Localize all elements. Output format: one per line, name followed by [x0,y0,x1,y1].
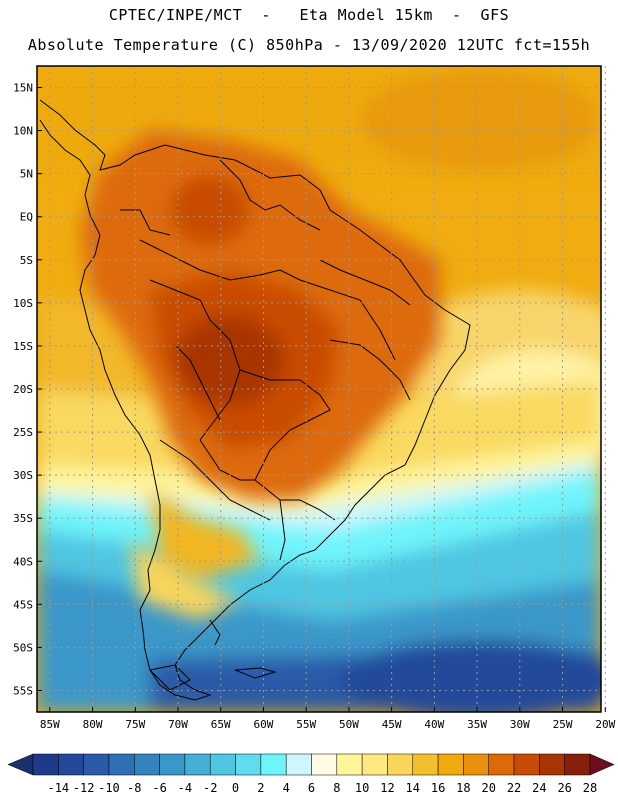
lat-label: 15N [13,82,33,95]
lon-label: 65W [211,718,231,731]
colorbar: -14 -12 -10 -8 -6 -4 -2 0 2 4 6 8 10 12 14 16 18 20 22 24 26… [7,753,615,795]
lon-label: 30W [510,718,530,731]
lon-label: 75W [125,718,145,731]
lat-lon-grid [37,66,606,712]
colorbar-right-arrow [589,753,615,776]
lat-label: 40S [13,555,33,568]
lat-label: 45S [13,598,33,611]
colorbar-label: 20 [482,781,496,795]
colorbar-box [412,753,439,776]
lat-label: 35S [13,512,33,525]
lon-label: 50W [339,718,359,731]
colorbar-label: -8 [127,781,141,795]
colorbar-box [285,753,312,776]
colorbar-label: 2 [257,781,264,795]
colorbar-label: 0 [232,781,239,795]
lon-label: 45W [382,718,402,731]
lat-label: 20S [13,383,33,396]
colorbar-label: 10 [355,781,369,795]
colorbar-box [235,753,262,776]
lat-label: 15S [13,340,33,353]
lat-label: 55S [13,684,33,697]
longitude-labels: 85W 80W 75W 70W 65W 60W 55W 50W 45W 40W 35W 30W 25W 2… [40,718,616,731]
colorbar-box [58,753,84,776]
colorbar-box [336,753,363,776]
colorbar-label: -6 [152,781,166,795]
lat-label: 25S [13,426,33,439]
colorbar-box [209,753,236,776]
lon-label: 20W [595,718,615,731]
lon-label: 60W [254,718,274,731]
coastlines [39,99,471,701]
lat-label: EQ [20,211,33,224]
colorbar-box [539,753,565,776]
colorbar-box [564,753,591,776]
colorbar-label: -4 [178,781,192,795]
colorbar-label: 18 [456,781,470,795]
colorbar-box [463,753,489,776]
lon-label: 80W [83,718,103,731]
colorbar-box [83,753,110,776]
lat-label: 10N [13,125,33,138]
latitude-labels: 15N 10N 5N EQ 5S 10S 15S 20S 25S 30S 35S 40S 45S 50S 5… [13,82,33,698]
colorbar-box [260,753,287,776]
colorbar-label: 28 [583,781,597,795]
colorbar-box [513,753,540,776]
lon-label: 70W [168,718,188,731]
chart-title-line2: Absolute Temperature (C) 850hPa - 13/09/… [27,36,591,54]
colorbar-box [134,753,160,776]
lat-label: 5N [20,168,33,181]
lon-label: 25W [553,718,573,731]
lon-label: 85W [40,718,60,731]
colorbar-label: 24 [532,781,546,795]
colorbar-label: 12 [380,781,394,795]
lon-label: 55W [296,718,316,731]
lon-label: 35W [467,718,487,731]
temperature-field [37,66,601,712]
colorbar-left-arrow [7,753,34,776]
colorbar-label: -14 [47,781,69,795]
temperature-map: 15N 10N 5N EQ 5S 10S 15S 20S 25S 30S 35S 40S 45S 50S 5… [13,65,616,731]
lat-label: 30S [13,469,33,482]
colorbar-box [32,753,59,776]
colorbar-box [361,753,388,776]
colorbar-label: 14 [406,781,420,795]
colorbar-box [488,753,515,776]
colorbar-box [387,753,414,776]
colorbar-label: 22 [507,781,521,795]
colorbar-label: 26 [557,781,571,795]
colorbar-label: -12 [73,781,95,795]
colorbar-labels: -14 -12 -10 -8 -6 -4 -2 0 2 4 6 8 10 12 14 16 18 20 22 24 26… [47,781,597,795]
chart-title-line1: CPTEC/INPE/MCT - Eta Model 15km - GFS [108,6,510,24]
colorbar-label: 16 [431,781,445,795]
colorbar-boxes [7,753,615,776]
lat-label: 5S [20,254,33,267]
colorbar-box [108,753,135,776]
colorbar-box [311,753,338,776]
map-frame [36,65,602,713]
colorbar-box [184,753,211,776]
colorbar-label: 4 [283,781,290,795]
lon-label: 40W [424,718,444,731]
colorbar-label: -10 [98,781,120,795]
colorbar-label: 8 [333,781,340,795]
colorbar-label: -2 [203,781,217,795]
lat-label: 10S [13,297,33,310]
colorbar-box [437,753,464,776]
lat-label: 50S [13,641,33,654]
colorbar-label: 6 [308,781,315,795]
colorbar-box [159,753,186,776]
